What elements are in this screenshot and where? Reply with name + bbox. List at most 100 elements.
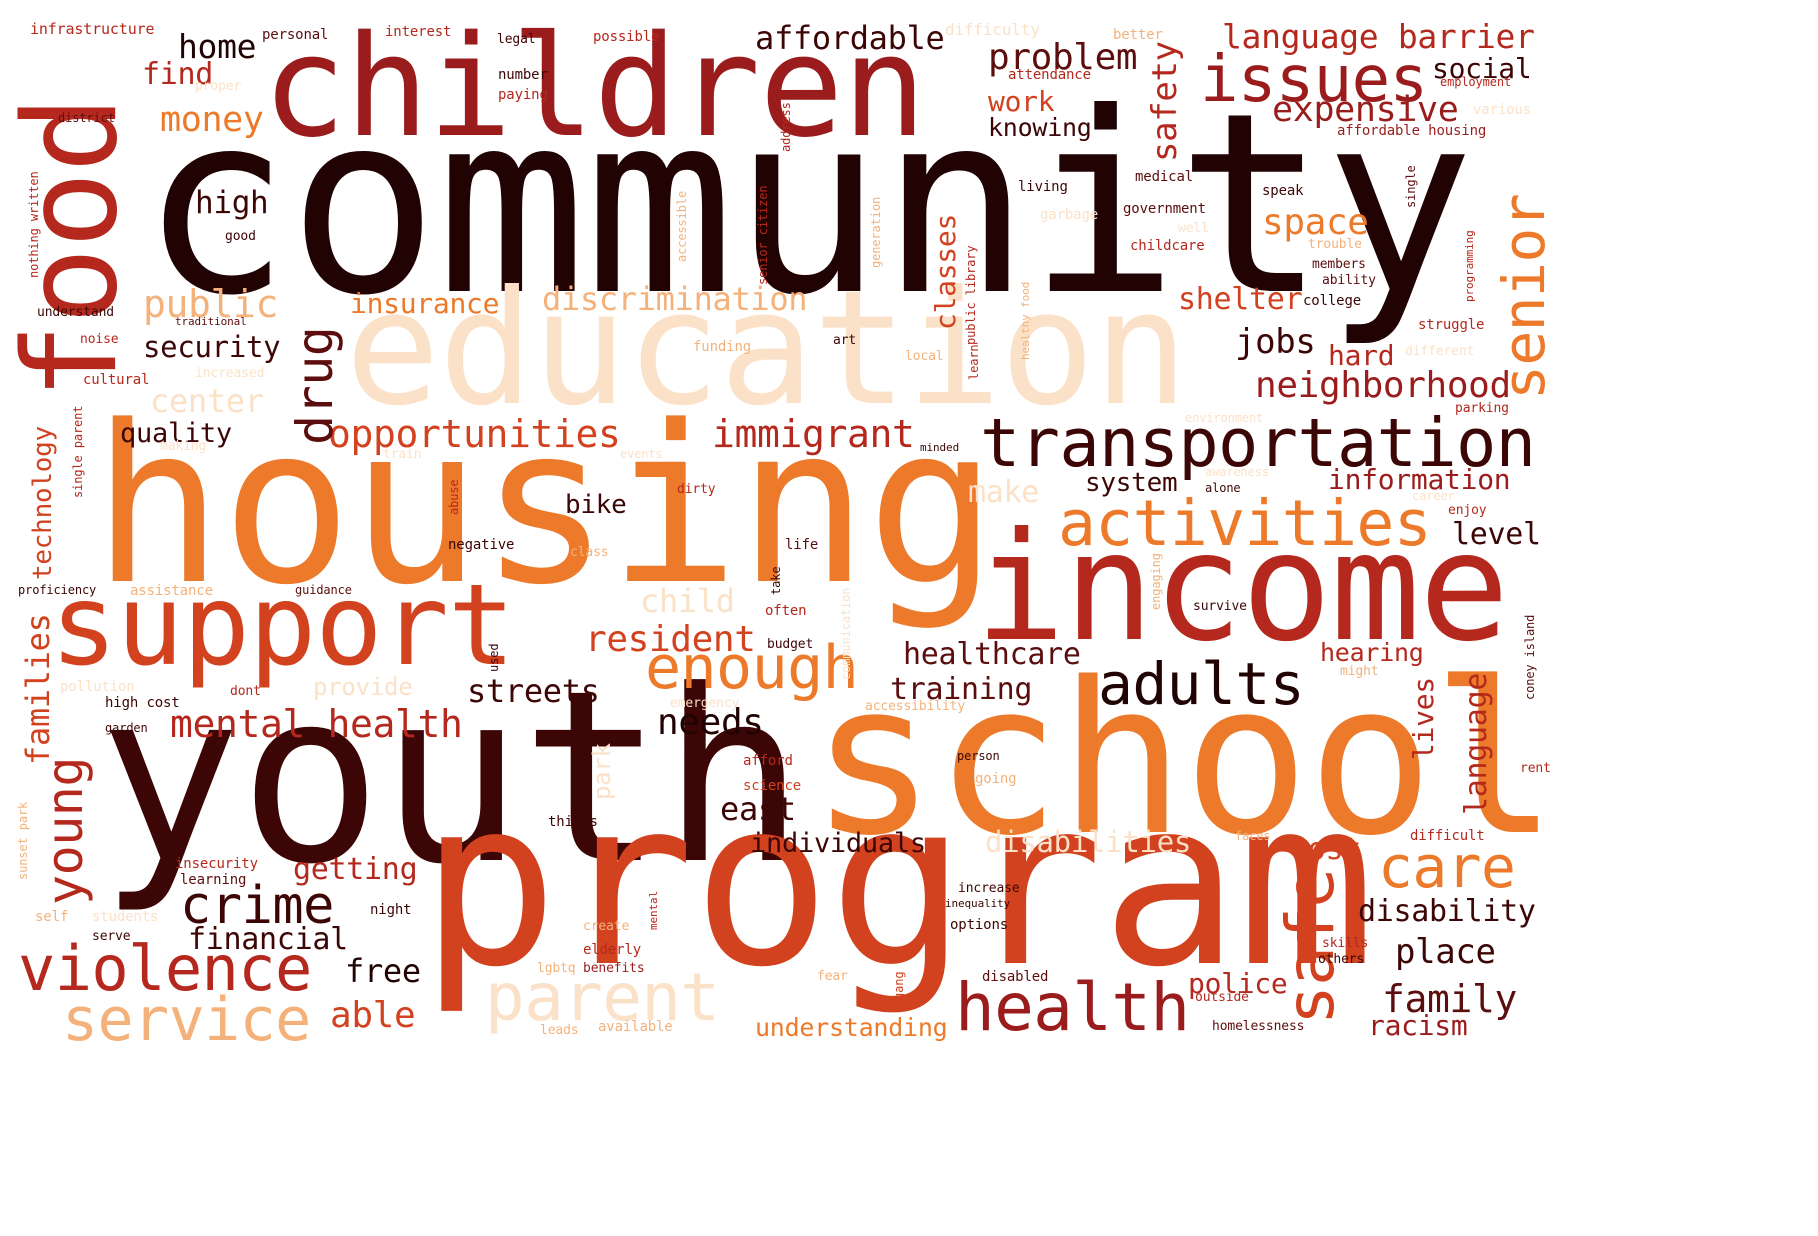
word-afford: afford <box>743 753 793 769</box>
word-lgbtq: lgbtq <box>537 961 576 976</box>
word-quality: quality <box>120 418 232 449</box>
word-lives: lives <box>1407 677 1440 760</box>
word-awareness: awareness <box>1205 465 1269 479</box>
word-dont: dont <box>230 684 261 699</box>
word-information: information <box>1328 463 1511 496</box>
word-place: place <box>1395 932 1496 972</box>
word-ability: ability <box>1322 273 1376 288</box>
word-take: take <box>769 566 783 595</box>
word-skills: skills <box>1322 936 1369 951</box>
word-going: going <box>975 771 1017 787</box>
word-making: making <box>160 439 207 454</box>
word-assistance: assistance <box>130 583 213 599</box>
word-noise: noise <box>80 332 119 347</box>
word-fear: fear <box>817 969 848 984</box>
word-pollution: pollution <box>60 679 135 695</box>
word-discrimination: discrimination <box>542 280 808 318</box>
word-minded: minded <box>920 441 960 454</box>
word-public-library: public library <box>964 245 978 345</box>
word-speak: speak <box>1262 183 1304 199</box>
word-garbage: garbage <box>1040 207 1099 223</box>
word-difficulty: difficulty <box>945 20 1040 39</box>
word-activities: activities <box>1058 487 1432 560</box>
word-generation: generation <box>869 196 883 268</box>
word-individuals: individuals <box>750 828 926 859</box>
word-children: children <box>262 6 927 169</box>
word-well: well <box>1178 221 1209 236</box>
word-childcare: childcare <box>1130 238 1205 254</box>
word-crime: crime <box>180 876 334 936</box>
word-care: care <box>1378 833 1516 901</box>
word-understanding: understanding <box>755 1013 948 1042</box>
word-night: night <box>370 902 412 918</box>
word-child: child <box>640 582 735 620</box>
word-level: level <box>1452 517 1541 552</box>
word-racism: racism <box>1368 1009 1468 1042</box>
word-home: home <box>178 27 257 66</box>
word-proper: proper <box>195 79 242 94</box>
word-streets: streets <box>467 672 600 710</box>
word-interest: interest <box>385 24 452 40</box>
word-getting: getting <box>293 852 418 887</box>
word-health: health <box>955 969 1190 1046</box>
word-insecurity: insecurity <box>175 856 258 872</box>
word-difficult: difficult <box>1410 828 1485 844</box>
word-gang: gang <box>892 971 906 1000</box>
word-trouble: trouble <box>1308 237 1362 252</box>
word-might: might <box>1340 664 1379 679</box>
word-issues: issues <box>1200 43 1428 117</box>
word-cost: cost <box>1290 832 1362 867</box>
word-address: address <box>779 102 793 152</box>
word-accessible: accessible <box>675 190 689 262</box>
word-rent: rent <box>1520 761 1551 776</box>
word-community: community <box>140 59 1475 350</box>
word-coney-island: coney island <box>1523 614 1537 700</box>
word-good: good <box>225 229 256 244</box>
word-families: families <box>19 613 57 765</box>
word-nothing-written: nothing written <box>27 171 41 278</box>
word-options: options <box>950 917 1009 933</box>
word-medical: medical <box>1135 169 1194 185</box>
word-programming: programming <box>1463 230 1476 302</box>
word-understand: understand <box>37 305 114 320</box>
word-security: security <box>143 330 281 364</box>
word-education: education <box>345 257 1188 441</box>
word-park: park <box>588 743 616 800</box>
word-learning: learning <box>180 872 247 888</box>
word-safety: safety <box>1145 41 1185 162</box>
word-money: money <box>160 100 264 140</box>
word-young: young <box>36 756 94 905</box>
word-environment: environment <box>1185 411 1264 425</box>
word-disabilities: disabilities <box>985 825 1192 859</box>
word-alone: alone <box>1205 481 1241 495</box>
word-person: person <box>957 749 1000 763</box>
word-sunset-park: sunset park <box>16 801 30 880</box>
word-support: support <box>50 561 515 691</box>
word-youth: youth <box>98 640 805 917</box>
word-faces: faces <box>1235 829 1271 843</box>
word-members: members <box>1312 257 1366 272</box>
word-parking: parking <box>1455 401 1509 416</box>
word-district: district <box>58 111 115 125</box>
word-career: career <box>1412 489 1455 503</box>
word-problem: problem <box>988 37 1138 78</box>
word-classes: classes <box>929 213 962 330</box>
word-inequality: inequality <box>945 897 1011 910</box>
word-hard: hard <box>1328 339 1395 372</box>
word-family: family <box>1382 977 1517 1021</box>
word-learn: learn <box>967 344 981 380</box>
word-housing: housing <box>92 380 998 633</box>
word-program: program <box>420 751 1376 1018</box>
word-needs: needs <box>657 702 764 743</box>
word-dirty: dirty <box>677 482 716 497</box>
word-disabled: disabled <box>982 969 1049 985</box>
word-work: work <box>988 85 1055 118</box>
word-living: living <box>1018 179 1068 195</box>
word-college: college <box>1303 293 1362 309</box>
word-possible: possible <box>593 29 660 45</box>
word-service: service <box>62 985 311 1055</box>
word-survive: survive <box>1193 599 1247 614</box>
word-expensive: expensive <box>1272 90 1459 130</box>
word-high: high <box>195 185 269 221</box>
word-drug: drug <box>286 326 344 445</box>
